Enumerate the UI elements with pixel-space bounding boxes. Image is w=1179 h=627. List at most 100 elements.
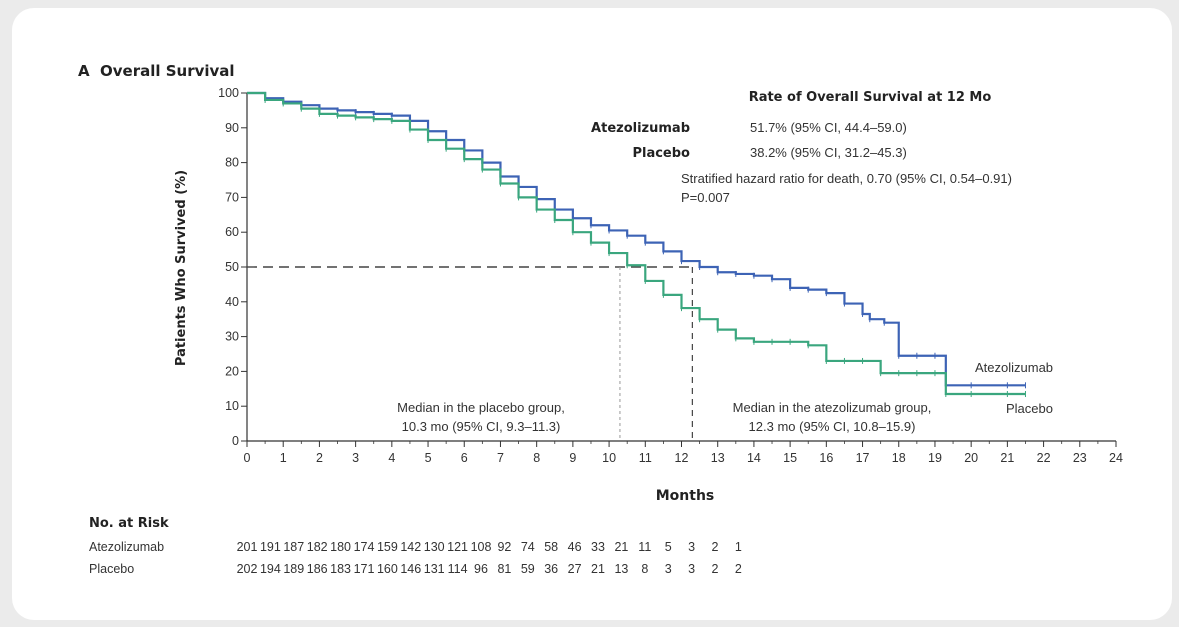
y-tick-label-60: 60 (225, 225, 239, 239)
survival-rate-table-title: Rate of Overall Survival at 12 Mo (749, 90, 992, 105)
risk-value-placebo: 171 (354, 562, 375, 576)
risk-value-atezolizumab: 142 (400, 540, 421, 554)
x-tick-label-15: 15 (783, 451, 797, 465)
median-reference-lines (247, 266, 693, 441)
curve-label-atezolizumab: Atezolizumab (975, 360, 1053, 375)
y-tick-label-20: 20 (225, 364, 239, 378)
risk-value-atezolizumab: 74 (521, 540, 535, 554)
risk-value-placebo: 59 (521, 562, 535, 576)
risk-value-atezolizumab: 33 (591, 540, 605, 554)
panel-letter: A (78, 62, 90, 80)
curve-label-placebo: Placebo (1006, 401, 1053, 416)
rate-group-atezolizumab: Atezolizumab (591, 121, 690, 136)
rate-group-placebo: Placebo (632, 146, 690, 161)
risk-value-placebo: 96 (474, 562, 488, 576)
x-tick-label-20: 20 (964, 451, 978, 465)
risk-value-atezolizumab: 182 (307, 540, 328, 554)
y-tick-label-30: 30 (225, 330, 239, 344)
risk-value-atezolizumab: 130 (424, 540, 445, 554)
x-tick-label-7: 7 (497, 451, 504, 465)
risk-value-placebo: 114 (448, 562, 468, 576)
x-tick-label-3: 3 (352, 451, 359, 465)
curve-atezolizumab (247, 91, 1026, 387)
risk-row-label-atezolizumab: Atezolizumab (89, 540, 164, 554)
risk-value-placebo: 3 (688, 562, 695, 576)
x-tick-label-24: 24 (1109, 451, 1123, 465)
y-tick-label-40: 40 (225, 295, 239, 309)
risk-value-atezolizumab: 180 (330, 540, 351, 554)
y-tick-label-50: 50 (225, 260, 239, 274)
risk-value-placebo: 183 (330, 562, 351, 576)
x-tick-label-1: 1 (280, 451, 287, 465)
risk-value-atezolizumab: 3 (688, 540, 695, 554)
risk-value-atezolizumab: 5 (665, 540, 672, 554)
y-tick-label-100: 100 (218, 86, 239, 100)
risk-value-atezolizumab: 187 (283, 540, 304, 554)
x-tick-label-9: 9 (569, 451, 576, 465)
rate-value-atezolizumab: 51.7% (95% CI, 44.4–59.0) (750, 120, 907, 135)
curve-placebo (247, 91, 1026, 396)
x-tick-label-0: 0 (244, 451, 251, 465)
hazard-ratio-text: Stratified hazard ratio for death, 0.70 … (681, 171, 1012, 186)
risk-value-atezolizumab: 58 (544, 540, 558, 554)
x-tick-label-6: 6 (461, 451, 468, 465)
x-tick-label-19: 19 (928, 451, 942, 465)
p-value-text: P=0.007 (681, 190, 730, 205)
x-tick-label-21: 21 (1000, 451, 1014, 465)
risk-value-placebo: 3 (665, 562, 672, 576)
risk-row-label-placebo: Placebo (89, 562, 134, 576)
median-atezolizumab-ci: 12.3 mo (95% CI, 10.8–15.9) (749, 419, 916, 434)
risk-value-placebo: 2 (735, 562, 742, 576)
x-tick-label-4: 4 (388, 451, 395, 465)
survival-curves (247, 91, 1026, 398)
x-tick-label-16: 16 (819, 451, 833, 465)
y-axis-label: Patients Who Survived (%) (174, 170, 189, 366)
x-tick-label-14: 14 (747, 451, 761, 465)
risk-value-placebo: 13 (614, 562, 628, 576)
x-tick-label-10: 10 (602, 451, 616, 465)
y-tick-label-10: 10 (225, 399, 239, 413)
chart-title: Overall Survival (100, 62, 235, 80)
risk-value-atezolizumab: 121 (447, 540, 468, 554)
x-tick-label-12: 12 (675, 451, 689, 465)
risk-value-placebo: 194 (260, 562, 281, 576)
risk-value-placebo: 189 (283, 562, 304, 576)
risk-value-atezolizumab: 46 (568, 540, 582, 554)
risk-value-placebo: 36 (544, 562, 558, 576)
risk-value-placebo: 146 (400, 562, 421, 576)
y-tick-label-80: 80 (225, 156, 239, 170)
risk-table-title: No. at Risk (89, 516, 169, 531)
y-tick-label-90: 90 (225, 121, 239, 135)
x-axis-label: Months (656, 488, 715, 504)
x-tick-label-13: 13 (711, 451, 725, 465)
x-tick-label-2: 2 (316, 451, 323, 465)
risk-value-placebo: 2 (712, 562, 719, 576)
risk-value-atezolizumab: 191 (260, 540, 281, 554)
x-tick-label-8: 8 (533, 451, 540, 465)
x-tick-label-23: 23 (1073, 451, 1087, 465)
risk-value-atezolizumab: 11 (638, 540, 651, 554)
risk-value-placebo: 27 (568, 562, 582, 576)
figure-card (12, 8, 1172, 620)
risk-value-atezolizumab: 174 (354, 540, 375, 554)
risk-value-atezolizumab: 2 (712, 540, 719, 554)
risk-value-placebo: 21 (591, 562, 605, 576)
risk-value-placebo: 81 (497, 562, 511, 576)
risk-value-atezolizumab: 159 (377, 540, 398, 554)
median-placebo-label: Median in the placebo group, (397, 400, 565, 415)
risk-value-placebo: 202 (237, 562, 258, 576)
x-tick-label-17: 17 (856, 451, 870, 465)
risk-value-atezolizumab: 92 (497, 540, 511, 554)
x-tick-label-18: 18 (892, 451, 906, 465)
risk-value-placebo: 160 (377, 562, 398, 576)
x-tick-label-5: 5 (425, 451, 432, 465)
risk-value-placebo: 186 (307, 562, 328, 576)
risk-value-placebo: 8 (641, 562, 648, 576)
risk-value-placebo: 131 (424, 562, 445, 576)
risk-value-atezolizumab: 108 (471, 540, 492, 554)
risk-value-atezolizumab: 1 (735, 540, 742, 554)
risk-value-atezolizumab: 201 (237, 540, 258, 554)
y-tick-label-70: 70 (225, 190, 239, 204)
